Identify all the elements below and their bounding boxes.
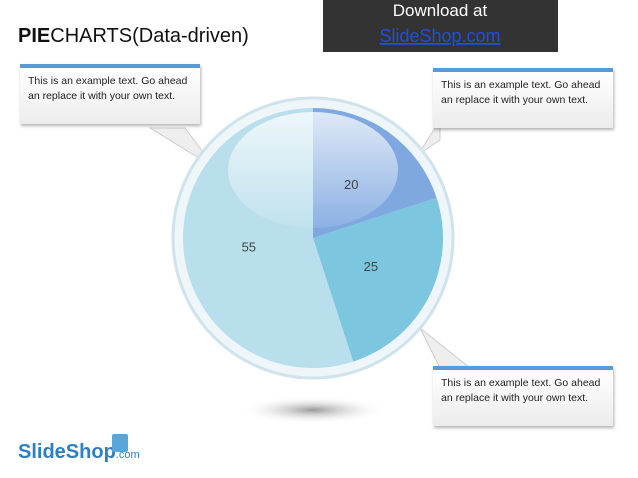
title: PIECHARTS(Data-driven) — [18, 25, 249, 47]
gloss — [228, 112, 398, 228]
title-rest: CHARTS(Data-driven) — [50, 25, 249, 47]
pointer — [419, 327, 472, 369]
shadow — [238, 396, 388, 424]
banner-text: Download at — [393, 1, 488, 20]
data-label: 25 — [364, 259, 378, 274]
callout: This is an example text. Go ahead an rep… — [433, 68, 613, 128]
banner-link[interactable]: SlideShop.com — [379, 26, 500, 46]
callout: This is an example text. Go ahead an rep… — [433, 366, 613, 426]
callout: This is an example text. Go ahead an rep… — [20, 64, 200, 124]
data-label: 55 — [242, 240, 256, 255]
logo-name: SlideShop — [18, 441, 116, 463]
data-label: 20 — [344, 177, 358, 192]
pointer — [417, 118, 441, 156]
pie-slice — [313, 197, 443, 362]
logo-icon — [112, 434, 128, 452]
title-bold: PIE — [18, 25, 50, 47]
banner — [323, 0, 558, 52]
